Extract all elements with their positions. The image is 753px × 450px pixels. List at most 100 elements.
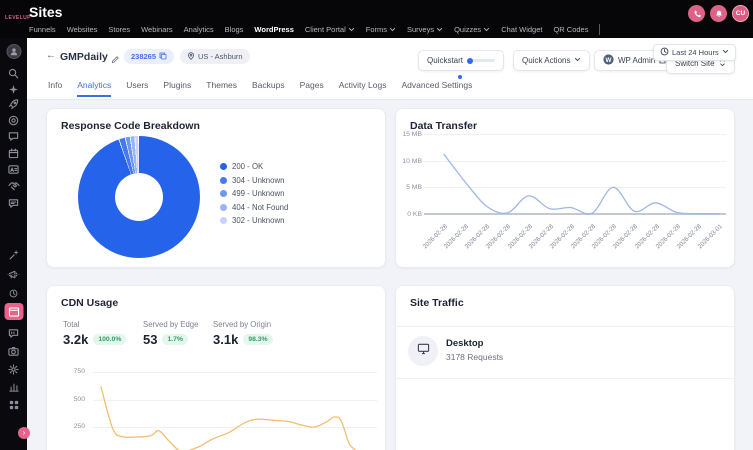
time-range-dropdown[interactable]: Last 24 Hours (653, 44, 736, 61)
chevron-down-icon (483, 26, 490, 33)
sparkle-icon (9, 85, 18, 94)
tab-pages[interactable]: Pages (300, 80, 324, 97)
phone-button[interactable] (688, 5, 705, 22)
nav-item-quizzes[interactable]: Quizzes (454, 25, 490, 34)
calendar-icon (8, 148, 19, 159)
legend-dot (220, 177, 227, 184)
legend-dot (220, 217, 227, 224)
quick-actions-button[interactable]: Quick Actions (513, 50, 590, 71)
percent-badge: 98.3% (243, 334, 272, 345)
chevron-down-icon (389, 26, 396, 33)
nav-item-webinars[interactable]: Webinars (141, 25, 173, 34)
nav-item-chat-widget[interactable]: Chat Widget (501, 25, 542, 34)
chevron-down-icon (574, 56, 581, 65)
nav-item-surveys[interactable]: Surveys (407, 25, 443, 34)
response-code-breakdown-card: Response Code Breakdown 200 - OK304 - Un… (46, 108, 386, 268)
sidebar-item-settings[interactable] (7, 362, 21, 376)
edit-site-name-button[interactable] (111, 51, 119, 69)
nav-item-client-portal[interactable]: Client Portal (305, 25, 355, 34)
cdn-stat-edge: Served by Edge 531.7% (143, 320, 198, 347)
magic-wand-icon (9, 250, 19, 260)
cdn-usage-line-chart (93, 361, 379, 450)
legend-dot (220, 204, 227, 211)
sidebar-item-sparkle[interactable] (7, 82, 21, 96)
tab-users[interactable]: Users (126, 80, 148, 97)
tab-info[interactable]: Info (48, 80, 62, 97)
divider (396, 378, 734, 379)
sidebar-item-rocket[interactable] (7, 97, 21, 111)
phone-icon (693, 5, 701, 23)
tab-analytics[interactable]: Analytics (77, 80, 111, 97)
sidebar-item-chat-alt[interactable] (7, 196, 21, 210)
svg-text:W: W (606, 57, 612, 64)
chevron-down-icon (722, 48, 729, 57)
top-navigation: Funnels Websites Stores Webinars Analytics Bl… (29, 23, 600, 35)
quickstart-progress (467, 59, 495, 62)
y-axis-tick: 500 (63, 396, 85, 403)
location-pin-icon (187, 52, 195, 62)
tab-themes[interactable]: Themes (206, 80, 237, 97)
wordpress-icon: W (603, 54, 614, 67)
nav-item-stores[interactable]: Stores (108, 25, 130, 34)
legend-item: 499 - Unknown (220, 187, 288, 201)
brand-logo: LEVELUP (5, 15, 31, 21)
sidebar-item-search[interactable] (7, 66, 21, 80)
sidebar-item-chat[interactable] (7, 129, 21, 143)
tab-backups[interactable]: Backups (252, 80, 285, 97)
nav-item-wordpress[interactable]: WordPress (254, 25, 293, 34)
x-axis-labels: 2026-02-282026-02-282026-02-282026-02-28… (424, 217, 726, 263)
sidebar-item-ad-card[interactable] (7, 162, 21, 176)
sidebar-item-camera[interactable] (7, 344, 21, 358)
sidebar-item-apps-grid[interactable] (7, 398, 21, 412)
tab-advanced-settings[interactable]: Advanced Settings (401, 80, 472, 97)
quickstart-indicator-dot (458, 75, 462, 79)
nav-item-websites[interactable]: Websites (67, 25, 98, 34)
sidebar-item-calendar[interactable] (7, 146, 21, 160)
device-avatar (408, 336, 438, 366)
response-code-legend: 200 - OK304 - Unknown499 - Unknown404 - … (220, 160, 288, 228)
site-location-badge: US - Ashburn (180, 49, 250, 64)
ad-card-icon (8, 164, 19, 175)
card-title: Response Code Breakdown (61, 120, 200, 132)
tab-plugins[interactable]: Plugins (163, 80, 191, 97)
site-header: ← GMPdaily 238265 US - Ashburn Quickstar… (27, 38, 753, 100)
sidebar-item-target[interactable] (7, 113, 21, 127)
topbar: LEVELUP Sites Funnels Websites Stores Webin… (0, 0, 753, 38)
device-name: Desktop (446, 338, 483, 349)
y-axis-tick: 10 MB (398, 158, 422, 165)
y-axis-tick: 15 MB (398, 131, 422, 138)
left-sidebar (0, 38, 27, 450)
tab-activity-logs[interactable]: Activity Logs (339, 80, 387, 97)
notifications-button[interactable] (710, 5, 727, 22)
user-avatar[interactable]: CU (732, 5, 749, 22)
sidebar-expand-button[interactable]: › (18, 427, 30, 439)
clock-icon (660, 47, 669, 58)
target-icon (8, 115, 19, 126)
legend-label: 404 - Not Found (232, 203, 288, 212)
quickstart-button[interactable]: Quickstart (418, 50, 504, 71)
sidebar-item-clock[interactable] (7, 286, 21, 300)
nav-item-forms[interactable]: Forms (366, 25, 396, 34)
page-title: Sites (29, 4, 62, 20)
y-axis-tick: 750 (63, 368, 85, 375)
monitor-icon (417, 342, 430, 360)
sidebar-item-avatar[interactable] (6, 44, 21, 59)
back-button[interactable]: ← (46, 50, 56, 61)
nav-item-qr-codes[interactable]: QR Codes (553, 25, 588, 34)
chevron-down-icon (348, 26, 355, 33)
nav-item-blogs[interactable]: Blogs (225, 25, 244, 34)
sidebar-item-bar-chart[interactable] (7, 380, 21, 394)
percent-badge: 100.0% (93, 334, 126, 345)
sidebar-item-chat-quote[interactable] (7, 326, 21, 340)
sidebar-item-sites-window[interactable] (4, 303, 23, 320)
nav-item-funnels[interactable]: Funnels (29, 25, 56, 34)
sidebar-divider (7, 274, 20, 275)
sidebar-item-handshake[interactable] (7, 179, 21, 193)
topbar-actions: CU (688, 5, 749, 22)
site-traffic-card: Site Traffic Desktop 3178 Requests (395, 285, 735, 450)
site-id-badge[interactable]: 238265 (124, 49, 174, 64)
response-code-donut-chart (78, 136, 200, 258)
copy-icon[interactable] (159, 52, 167, 62)
nav-item-analytics[interactable]: Analytics (184, 25, 214, 34)
sidebar-item-magic-wand[interactable] (7, 248, 21, 262)
